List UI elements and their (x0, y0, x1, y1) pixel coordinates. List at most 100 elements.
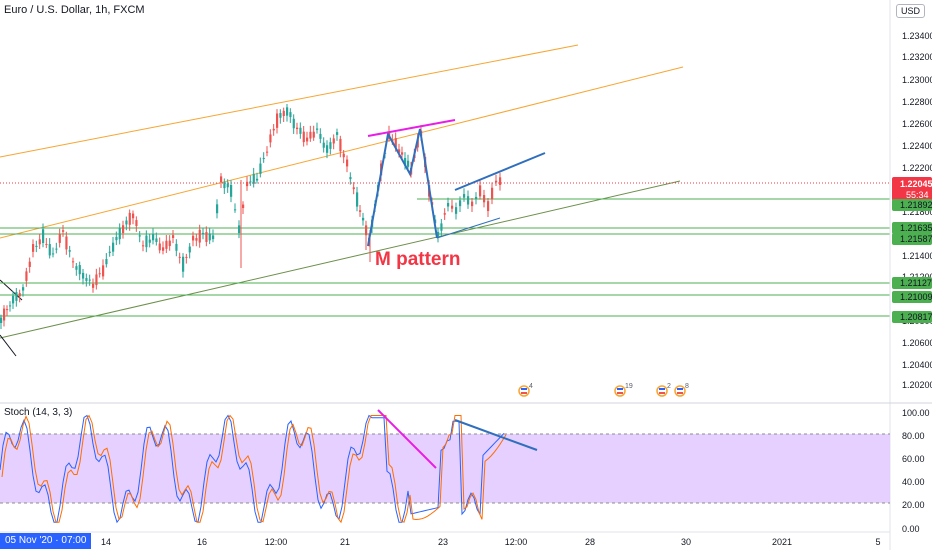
candle[interactable] (208, 227, 211, 245)
candle[interactable] (336, 128, 339, 141)
candle[interactable] (175, 239, 178, 257)
candle[interactable] (326, 140, 329, 159)
event-flag-icon[interactable]: 19 (614, 383, 633, 397)
candle[interactable] (202, 227, 205, 240)
candle[interactable] (286, 103, 289, 122)
candle[interactable] (276, 109, 279, 134)
candle[interactable] (356, 186, 359, 212)
level-price-label[interactable]: 1.21009 (892, 291, 932, 303)
candle[interactable] (18, 289, 21, 303)
candle[interactable] (483, 189, 486, 208)
candle[interactable] (185, 253, 188, 264)
candle[interactable] (342, 150, 345, 164)
candle[interactable] (234, 203, 237, 213)
candle[interactable] (48, 238, 51, 259)
candle[interactable] (479, 179, 482, 200)
candle[interactable] (38, 233, 41, 250)
candle[interactable] (447, 197, 450, 212)
candle[interactable] (455, 202, 458, 220)
candle[interactable] (292, 114, 295, 134)
candle[interactable] (322, 137, 325, 153)
candle[interactable] (125, 216, 128, 231)
candle[interactable] (198, 224, 201, 248)
candle[interactable] (259, 157, 262, 178)
candle[interactable] (362, 212, 365, 226)
candle[interactable] (266, 146, 269, 157)
candle[interactable] (246, 176, 249, 191)
candle[interactable] (3, 305, 6, 327)
candle[interactable] (451, 199, 454, 213)
candle[interactable] (443, 208, 446, 220)
candle[interactable] (35, 240, 38, 253)
candle[interactable] (82, 268, 85, 285)
candle[interactable] (306, 131, 309, 146)
candle[interactable] (162, 241, 165, 255)
candle[interactable] (205, 226, 208, 247)
candle[interactable] (12, 291, 15, 309)
stoch-d-line[interactable] (1, 414, 507, 524)
candle[interactable] (475, 192, 478, 205)
candle[interactable] (359, 205, 362, 217)
candle[interactable] (407, 154, 410, 171)
candle[interactable] (45, 238, 48, 249)
candle[interactable] (75, 262, 78, 276)
candle[interactable] (165, 235, 168, 254)
currency-badge[interactable]: USD (895, 4, 925, 18)
candle[interactable] (230, 180, 233, 203)
candle[interactable] (296, 122, 299, 135)
candle[interactable] (437, 227, 440, 243)
candle[interactable] (138, 231, 141, 243)
candle[interactable] (108, 245, 111, 257)
symbol-title[interactable]: Euro / U.S. Dollar, 1h, FXCM (4, 4, 145, 16)
price-lower-line[interactable] (436, 217, 501, 239)
price-pane[interactable] (0, 0, 890, 402)
price-axis[interactable]: 1.23400 1.23200 1.23000 1.22800 1.22600 1.224… (889, 0, 932, 550)
candle[interactable] (105, 253, 108, 268)
candle[interactable] (142, 240, 145, 252)
event-flag-icon[interactable]: 2 (656, 383, 671, 397)
candle[interactable] (52, 247, 55, 258)
candle[interactable] (309, 125, 312, 142)
candle[interactable] (122, 220, 125, 239)
candle[interactable] (401, 146, 404, 159)
left-diagonal-line-2[interactable] (0, 334, 17, 357)
candle[interactable] (15, 288, 18, 307)
candle[interactable] (72, 257, 75, 269)
candle[interactable] (145, 230, 148, 253)
level-price-label[interactable]: 1.21127 (892, 277, 932, 289)
candle[interactable] (282, 107, 285, 123)
candle[interactable] (112, 236, 115, 257)
channel-lower-line[interactable] (0, 66, 684, 239)
candle[interactable] (256, 172, 259, 184)
candle[interactable] (152, 228, 155, 245)
candle[interactable] (459, 196, 462, 212)
level-price-label[interactable]: 1.21587 (892, 233, 932, 245)
candle[interactable] (115, 231, 118, 246)
candle[interactable] (262, 152, 265, 163)
candle[interactable] (65, 231, 68, 255)
candle[interactable] (98, 267, 101, 278)
candle[interactable] (22, 284, 25, 297)
candle[interactable] (102, 259, 105, 280)
candle[interactable] (491, 182, 494, 205)
stoch-divergence-blue[interactable] (454, 419, 538, 451)
time-axis[interactable]: 14 16 12:00 21 23 12:00 28 30 2021 5 (101, 537, 881, 547)
level-price-label[interactable]: 1.21635 (892, 222, 932, 234)
candle[interactable] (312, 125, 315, 141)
candle[interactable] (92, 278, 95, 293)
candle[interactable] (58, 228, 61, 248)
candle[interactable] (68, 245, 71, 258)
candle[interactable] (272, 124, 275, 136)
candle[interactable] (55, 242, 58, 254)
candle[interactable] (440, 218, 443, 237)
candle[interactable] (249, 175, 252, 186)
candle[interactable] (487, 198, 490, 218)
m-pattern-zigzag[interactable] (367, 128, 438, 247)
candle[interactable] (279, 109, 282, 124)
candle[interactable] (216, 199, 219, 219)
candle[interactable] (128, 209, 131, 231)
candle[interactable] (158, 237, 161, 254)
level-price-label[interactable]: 1.21892 (892, 199, 932, 211)
